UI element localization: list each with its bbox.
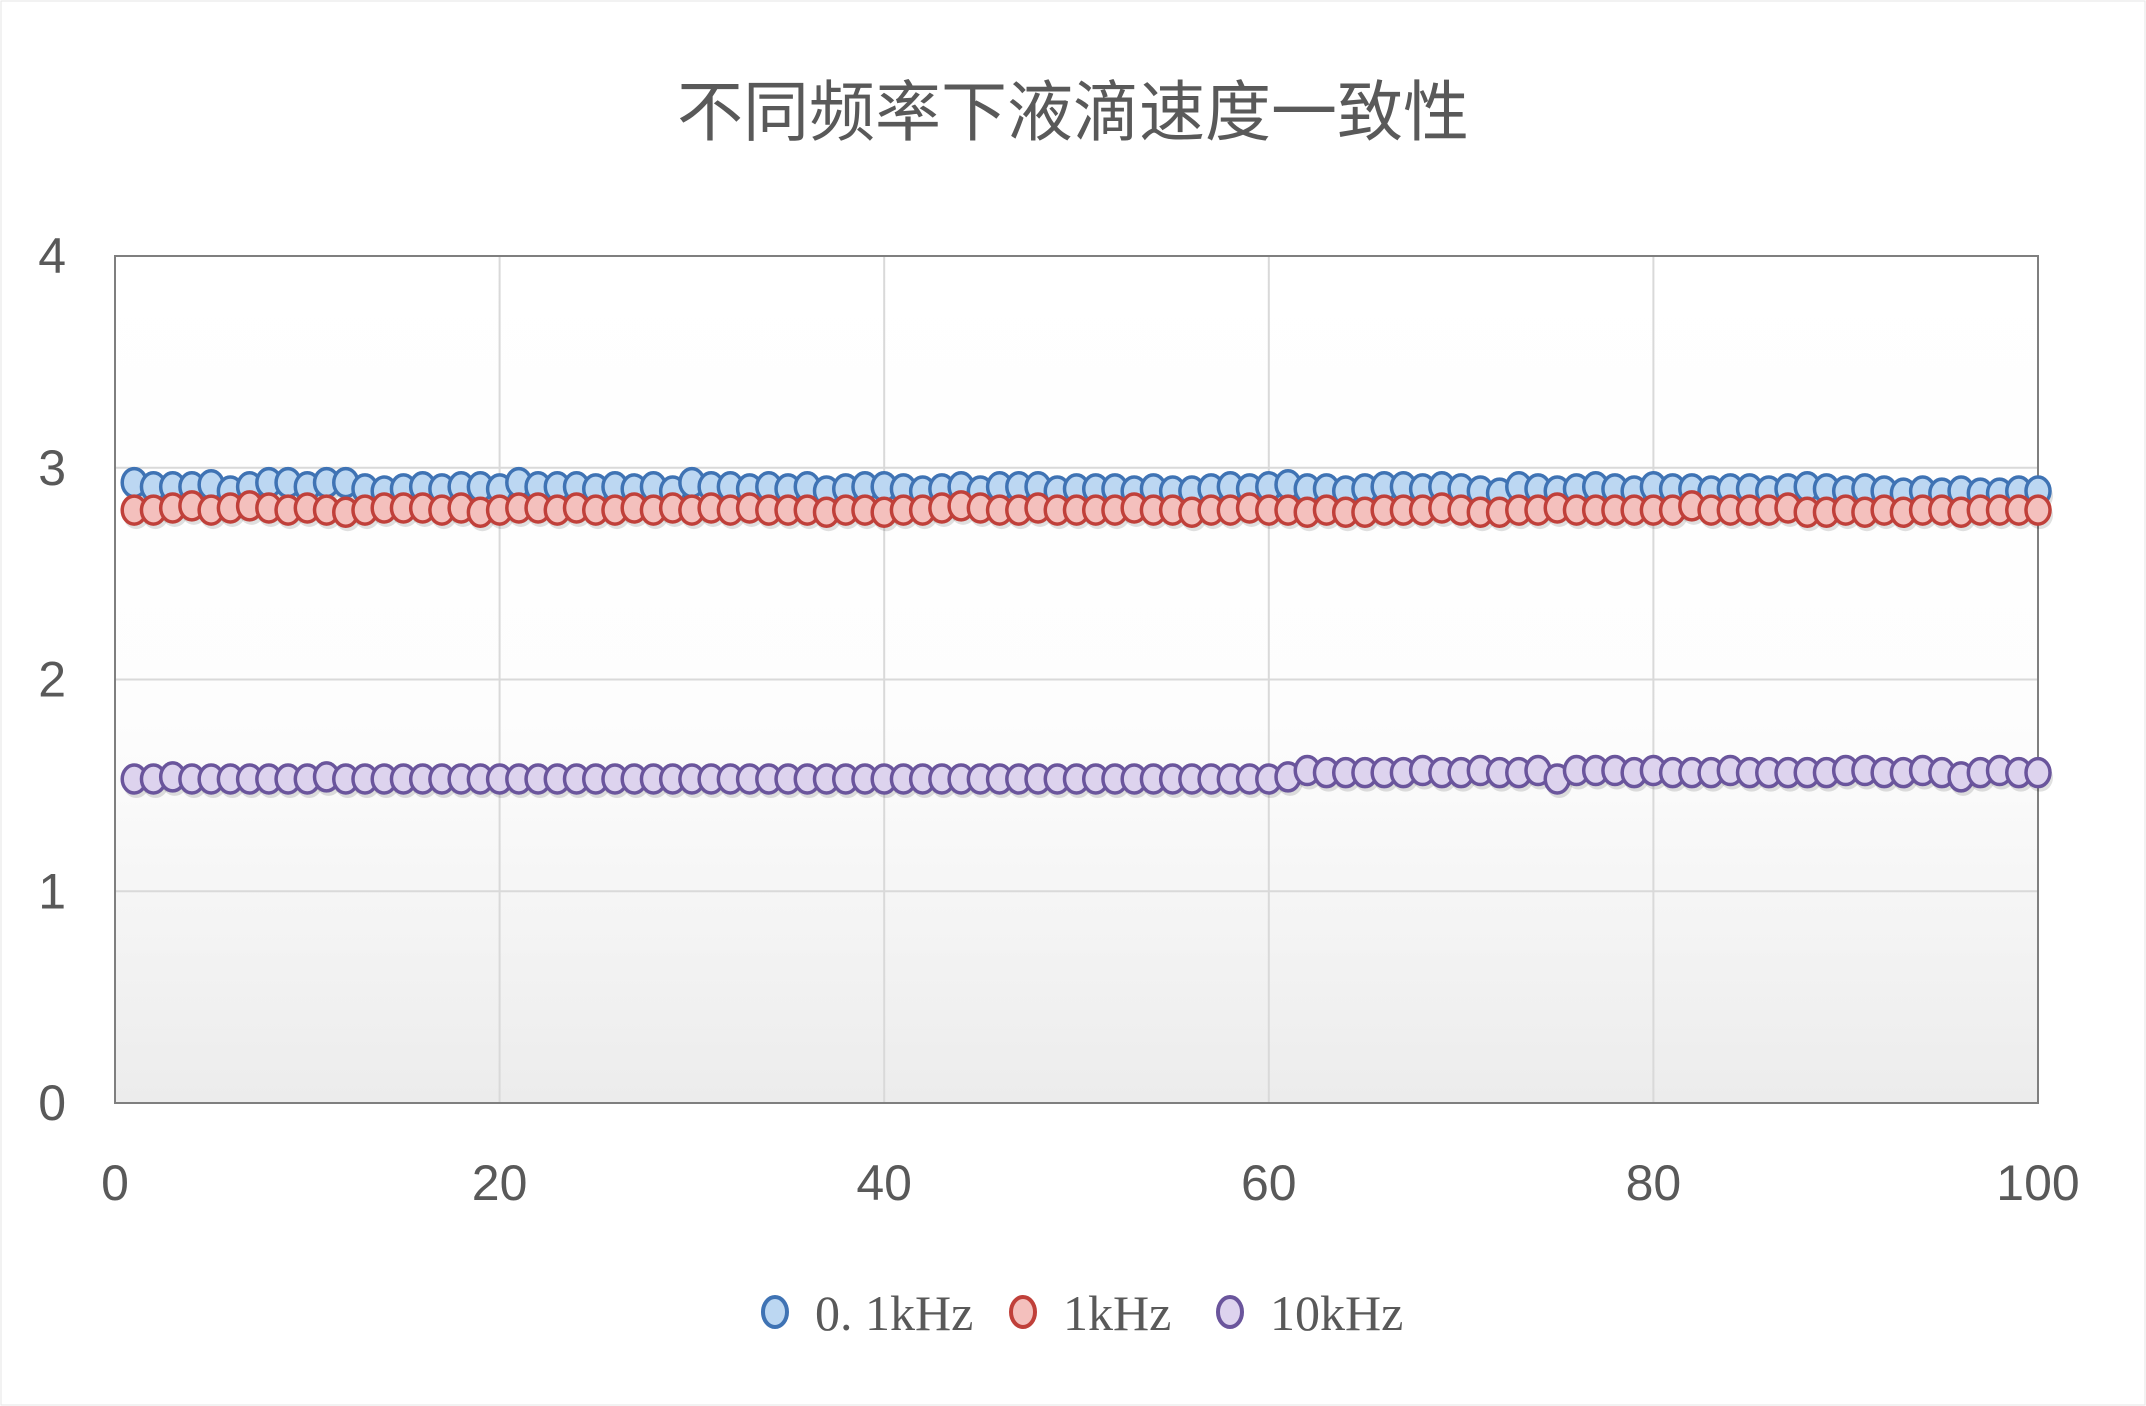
legend-item: 0. 1kHz <box>761 1285 973 1341</box>
x-tick-label: 100 <box>1996 1155 2079 1211</box>
data-points <box>120 466 2053 799</box>
legend: 0. 1kHz 1kHz 10kHz <box>761 1285 1403 1341</box>
series-2 <box>120 754 2053 799</box>
legend-label: 10kHz <box>1270 1285 1403 1341</box>
y-tick-label: 2 <box>38 652 66 708</box>
x-tick-label: 80 <box>1626 1155 1682 1211</box>
legend-label: 1kHz <box>1063 1285 1171 1341</box>
y-tick-label: 3 <box>38 440 66 496</box>
chart-title: 不同频率下液滴速度一致性 <box>677 74 1469 151</box>
y-tick-label: 4 <box>38 228 66 284</box>
legend-marker-icon <box>1009 1295 1037 1329</box>
legend-label: 0. 1kHz <box>815 1285 973 1341</box>
series-1 <box>120 490 2053 532</box>
legend-marker-icon <box>1216 1295 1244 1329</box>
x-tick-label: 20 <box>472 1155 528 1211</box>
plot-border <box>114 255 2039 1104</box>
y-axis: 0 1 2 3 4 <box>38 228 66 1131</box>
x-tick-label: 40 <box>856 1155 912 1211</box>
x-axis: 0 20 40 60 80 100 <box>101 1155 2080 1211</box>
x-tick-label: 60 <box>1241 1155 1297 1211</box>
y-tick-label: 0 <box>38 1075 66 1131</box>
y-tick-label: 1 <box>38 863 66 919</box>
legend-item: 10kHz <box>1216 1285 1403 1341</box>
legend-marker-icon <box>761 1295 789 1329</box>
data-point <box>2024 756 2052 789</box>
legend-item: 1kHz <box>1009 1285 1171 1341</box>
data-point <box>2024 494 2052 526</box>
x-tick-label: 0 <box>101 1155 129 1211</box>
